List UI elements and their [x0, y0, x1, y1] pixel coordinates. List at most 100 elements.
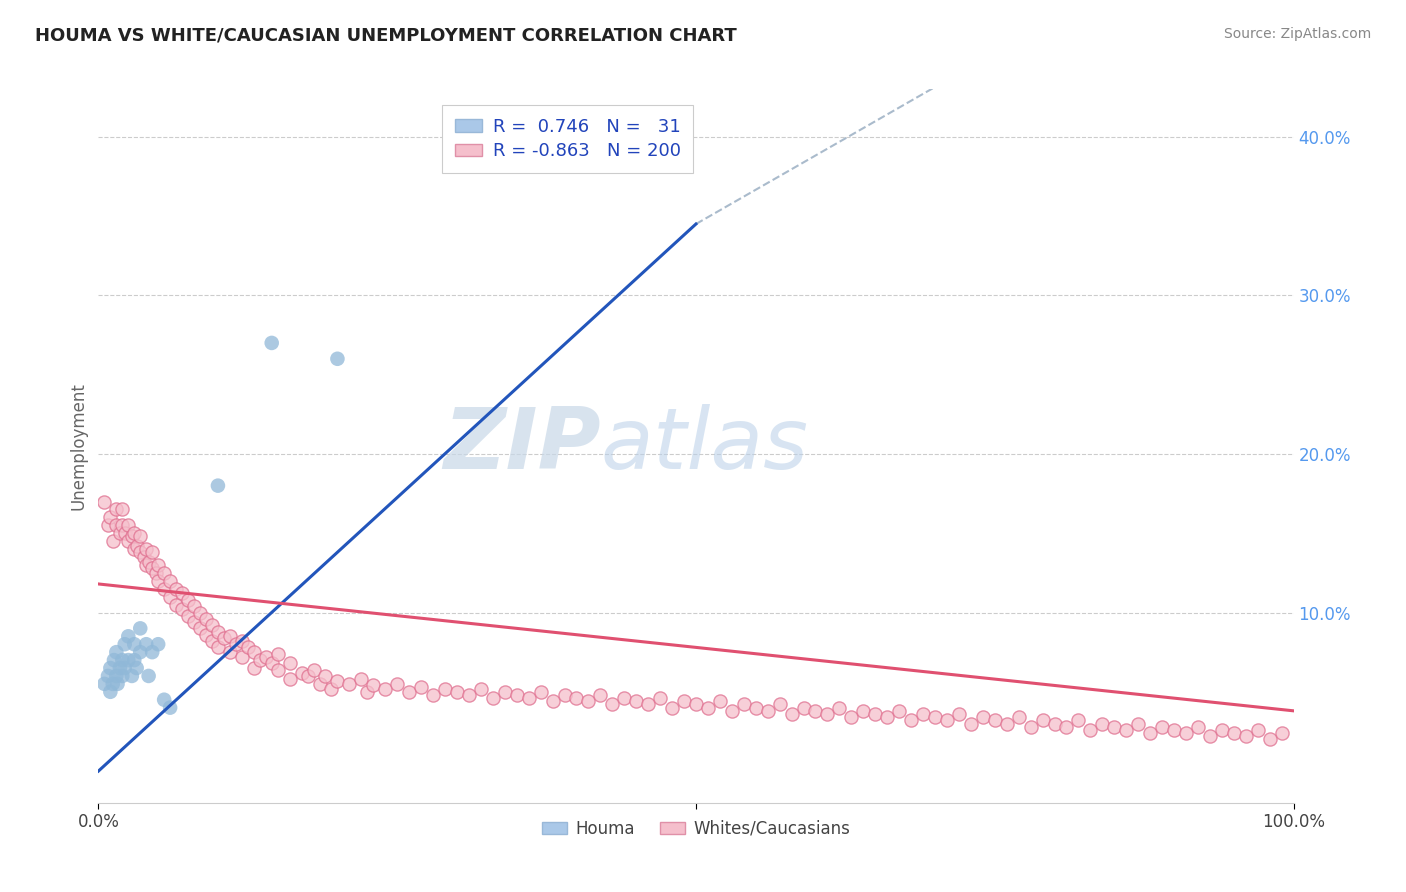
Point [114, 526, 136, 541]
Point [98, 661, 122, 675]
Point [165, 598, 187, 612]
Point [93, 494, 115, 508]
Point [1008, 710, 1031, 724]
Point [326, 673, 349, 688]
Point [129, 645, 152, 659]
Point [602, 698, 624, 712]
Point [1163, 723, 1185, 737]
Point [948, 706, 970, 721]
Point [398, 685, 420, 699]
Text: Source: ZipAtlas.com: Source: ZipAtlas.com [1223, 27, 1371, 41]
Point [219, 645, 242, 659]
Point [188, 621, 211, 635]
Point [165, 582, 187, 596]
Point [721, 704, 744, 718]
Point [101, 534, 124, 549]
Point [108, 661, 131, 675]
Point [911, 706, 934, 721]
Point [1067, 714, 1090, 728]
Point [506, 688, 529, 702]
Point [219, 629, 242, 643]
Point [1258, 732, 1281, 747]
Point [159, 574, 181, 588]
Point [105, 645, 128, 659]
Point [374, 681, 396, 696]
Point [661, 700, 683, 714]
Point [1032, 714, 1054, 728]
Point [195, 612, 218, 626]
Point [422, 688, 444, 702]
Point [172, 586, 194, 600]
Point [297, 669, 319, 683]
Point [637, 698, 659, 712]
Point [98, 510, 122, 524]
Point [121, 669, 143, 683]
Point [105, 502, 128, 516]
Point [1091, 716, 1114, 731]
Point [1056, 720, 1078, 734]
Point [177, 592, 200, 607]
Point [339, 677, 361, 691]
Point [117, 629, 139, 643]
Point [124, 637, 146, 651]
Point [141, 561, 163, 575]
Point [125, 661, 148, 675]
Point [124, 542, 146, 557]
Point [177, 608, 200, 623]
Point [1080, 723, 1102, 737]
Point [243, 645, 266, 659]
Point [494, 685, 516, 699]
Point [108, 526, 131, 541]
Point [1223, 726, 1246, 740]
Point [153, 566, 176, 580]
Point [1152, 720, 1174, 734]
Point [111, 518, 134, 533]
Point [356, 685, 378, 699]
Point [815, 706, 838, 721]
Point [876, 710, 898, 724]
Point [685, 698, 707, 712]
Point [350, 672, 373, 686]
Point [1128, 716, 1150, 731]
Point [188, 606, 211, 620]
Point [132, 549, 155, 564]
Point [1247, 723, 1270, 737]
Point [97, 669, 120, 683]
Point [111, 669, 134, 683]
Point [141, 545, 163, 559]
Point [589, 688, 612, 702]
Point [626, 694, 648, 708]
Point [278, 657, 301, 671]
Point [1234, 729, 1257, 743]
Point [111, 502, 134, 516]
Point [578, 694, 600, 708]
Point [865, 706, 887, 721]
Point [411, 680, 433, 694]
Point [291, 665, 314, 680]
Point [697, 700, 720, 714]
Point [780, 706, 803, 721]
Point [129, 545, 152, 559]
Point [212, 631, 235, 645]
Point [446, 685, 468, 699]
Point [145, 566, 167, 580]
Point [254, 649, 277, 664]
Point [183, 599, 205, 614]
Point [302, 663, 325, 677]
Point [1019, 720, 1042, 734]
Point [267, 647, 290, 661]
Point [267, 663, 290, 677]
Point [278, 672, 301, 686]
Point [243, 661, 266, 675]
Point [363, 678, 385, 692]
Point [1043, 716, 1066, 731]
Point [101, 677, 124, 691]
Point [153, 692, 176, 706]
Point [385, 677, 409, 691]
Point [321, 681, 343, 696]
Point [117, 534, 139, 549]
Point [201, 618, 224, 632]
Point [195, 628, 218, 642]
Point [1199, 729, 1222, 743]
Point [153, 582, 176, 596]
